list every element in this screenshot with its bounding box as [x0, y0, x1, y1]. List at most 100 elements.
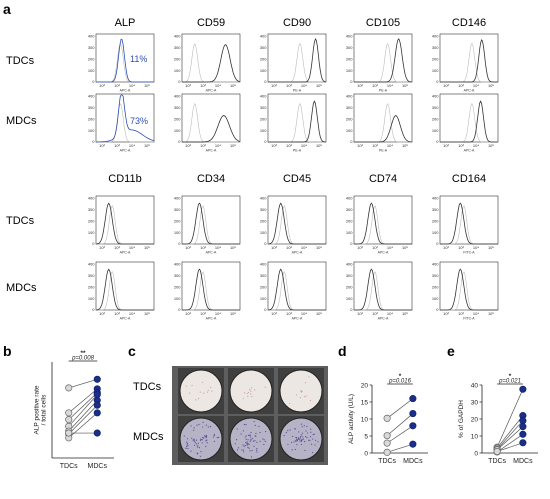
y-tick-label: 0 — [92, 139, 95, 144]
stain-dot — [255, 433, 256, 434]
stain-dot — [306, 395, 307, 396]
stain-dot — [314, 444, 315, 445]
stain-dot — [202, 442, 203, 443]
stain-dot — [197, 446, 198, 447]
stain-dot — [243, 451, 244, 452]
y-tick-label: 200 — [346, 116, 353, 121]
y-tick-label: 20 — [471, 416, 479, 423]
y-tick-label: 400 — [260, 261, 267, 266]
axis-label: APC-A — [378, 317, 389, 321]
y-tick-label: 100 — [88, 68, 95, 73]
panel-c-row-mdcs: MDCs — [133, 431, 164, 443]
stain-dot — [206, 435, 207, 436]
stain-dot — [210, 387, 211, 388]
pair-line — [387, 399, 413, 419]
x-tick-label: 10³ — [357, 311, 363, 316]
stain-dot — [302, 433, 303, 434]
stain-dot — [308, 440, 309, 441]
stain-dot — [302, 439, 303, 440]
axis-label: APC-A — [292, 251, 303, 255]
stain-dot — [208, 390, 209, 391]
mdc-point — [520, 431, 526, 437]
stain-dot — [305, 382, 306, 383]
stain-dot — [208, 426, 209, 427]
x-tick-label: 10⁴ — [301, 83, 307, 88]
x-tick-label: 10³ — [443, 311, 449, 316]
x-tick-label: 10⁴ — [473, 311, 479, 316]
stain-dot — [256, 450, 257, 451]
chart-e: 010203040TDCs MDCs% of GAPDH*p=0.021 — [458, 373, 538, 465]
mdc-point — [410, 441, 416, 447]
stain-dot — [187, 443, 188, 444]
stain-dot — [310, 429, 311, 430]
y-tick-label: 300 — [174, 273, 181, 278]
category-label: TDCs — [60, 463, 78, 470]
y-tick-label: 200 — [432, 284, 439, 289]
stain-dot — [286, 432, 287, 433]
stain-dot — [250, 435, 251, 436]
histogram-frame — [182, 196, 240, 244]
y-tick-label: 0 — [264, 307, 267, 312]
histogram-panel: 0 100 200 300 400 10³ 10³ 10⁴ 10⁵ APC-A — [174, 33, 240, 92]
y-tick-label: 200 — [260, 56, 267, 61]
stain-dot — [306, 426, 307, 427]
x-tick-label: 10⁴ — [129, 245, 135, 250]
stain-dot — [249, 435, 250, 436]
stain-dot — [298, 439, 299, 440]
y-tick-label: 200 — [174, 116, 181, 121]
stain-dot — [301, 441, 302, 442]
x-tick-label: 10⁵ — [402, 83, 408, 88]
stain-dot — [236, 439, 237, 440]
x-tick-label: 10³ — [200, 245, 206, 250]
pair-line — [387, 444, 413, 452]
stain-dot — [310, 436, 311, 437]
stain-dot — [240, 433, 241, 434]
y-tick-label: 15 — [361, 399, 369, 406]
stain-dot — [214, 434, 215, 435]
stain-dot — [309, 440, 310, 441]
x-tick-label: 10⁵ — [230, 245, 236, 250]
y-tick-label: 300 — [88, 45, 95, 50]
stain-dot — [252, 438, 253, 439]
stain-dot — [202, 422, 203, 423]
category-label: TDCs — [378, 458, 396, 465]
stain-dot — [187, 438, 188, 439]
stain-dot — [198, 398, 199, 399]
panel-d-label: d — [338, 343, 347, 359]
stain-dot — [191, 438, 192, 439]
histogram-panel: 0 100 200 300 400 10³ 10³ 10⁴ 10⁵ APC-A — [432, 33, 498, 92]
x-tick-label: 10³ — [271, 83, 277, 88]
x-tick-label: 10⁵ — [316, 83, 322, 88]
stain-dot — [248, 448, 249, 449]
axis-label: FITC-A — [463, 251, 475, 255]
stain-dot — [195, 442, 196, 443]
y-tick-label: 300 — [346, 273, 353, 278]
stain-dot — [299, 439, 300, 440]
x-tick-label: 10³ — [271, 245, 277, 250]
stain-dot — [315, 440, 316, 441]
x-tick-label: 10³ — [99, 311, 105, 316]
stain-dot — [301, 444, 302, 445]
y-tick-label: 200 — [260, 284, 267, 289]
stain-dot — [256, 448, 257, 449]
y-tick-label: 400 — [346, 93, 353, 98]
y-tick-label: 100 — [174, 296, 181, 301]
y-tick-label: 100 — [432, 296, 439, 301]
stain-dot — [192, 439, 193, 440]
stain-dot — [250, 436, 251, 437]
y-tick-label: 0 — [264, 241, 267, 246]
x-tick-label: 10³ — [458, 143, 464, 148]
stain-dot — [295, 428, 296, 429]
panel-c-label: c — [128, 343, 136, 359]
stain-dot — [190, 425, 191, 426]
row-label-tdcs: TDCs — [6, 55, 35, 67]
x-tick-label: 10³ — [443, 245, 449, 250]
stain-dot — [302, 426, 303, 427]
stain-dot — [283, 435, 284, 436]
stain-dot — [251, 456, 252, 457]
stain-dot — [300, 397, 301, 398]
x-tick-label: 10⁴ — [473, 245, 479, 250]
y-tick-label: 100 — [346, 230, 353, 235]
y-tick-label: 200 — [174, 284, 181, 289]
stain-dot — [247, 396, 248, 397]
